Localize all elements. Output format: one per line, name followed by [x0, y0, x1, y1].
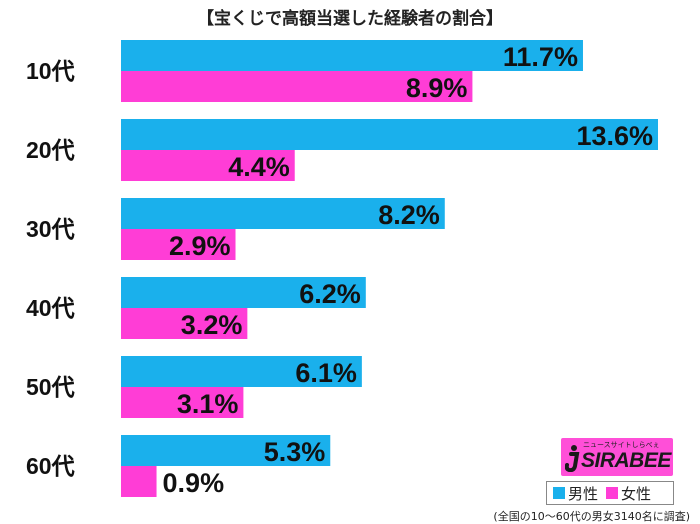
legend-swatch-female — [606, 487, 619, 499]
category-label: 60代 — [26, 453, 75, 479]
category-label: 40代 — [26, 295, 75, 321]
bar-female — [121, 229, 236, 260]
bar-female — [121, 150, 295, 181]
chart-title: 【宝くじで高額当選した経験者の割合】 — [197, 9, 503, 29]
data-label-male: 6.1% — [295, 358, 357, 388]
data-label-male: 5.3% — [264, 437, 326, 467]
data-label-female: 4.4% — [228, 152, 290, 182]
data-label-male: 8.2% — [378, 200, 440, 230]
bar-female — [121, 308, 248, 339]
bar-male — [121, 356, 362, 387]
legend-label-female: 女性 — [621, 484, 652, 503]
category-label: 20代 — [26, 137, 75, 163]
footnote: (全国の10〜60代の男女3140名に調査) — [493, 510, 690, 523]
legend-item-female: 女性 — [606, 483, 651, 504]
logo-text: SIRABEE — [581, 449, 671, 472]
data-label-female: 3.1% — [177, 389, 239, 419]
data-label-male: 11.7% — [503, 42, 578, 72]
logo-tagline: ニュースサイトしらべぇ — [583, 441, 660, 449]
category-label: 30代 — [26, 216, 75, 242]
data-label-male: 6.2% — [299, 279, 361, 309]
data-label-female: 0.9% — [163, 468, 225, 498]
bar-male — [121, 198, 445, 229]
bar-female — [121, 71, 473, 102]
sirabee-logo: ニュースサイトしらべぇ SIRABEE — [561, 438, 673, 476]
logo-i-mark-icon — [565, 445, 580, 472]
legend: 男性 女性 — [546, 481, 674, 505]
data-label-male: 13.6% — [576, 121, 653, 151]
category-label: 10代 — [26, 58, 75, 84]
legend-item-male: 男性 — [553, 483, 598, 504]
legend-label-male: 男性 — [568, 484, 599, 503]
data-label-female: 2.9% — [169, 231, 231, 261]
bar-male — [121, 119, 658, 150]
bar-female — [121, 387, 244, 418]
bar-male — [121, 277, 366, 308]
bar-male — [121, 40, 583, 71]
data-label-female: 3.2% — [181, 310, 243, 340]
bar-female — [121, 466, 157, 497]
category-label: 50代 — [26, 374, 75, 400]
bar-male — [121, 435, 331, 466]
legend-swatch-male — [553, 487, 565, 499]
data-label-female: 8.9% — [406, 73, 468, 103]
